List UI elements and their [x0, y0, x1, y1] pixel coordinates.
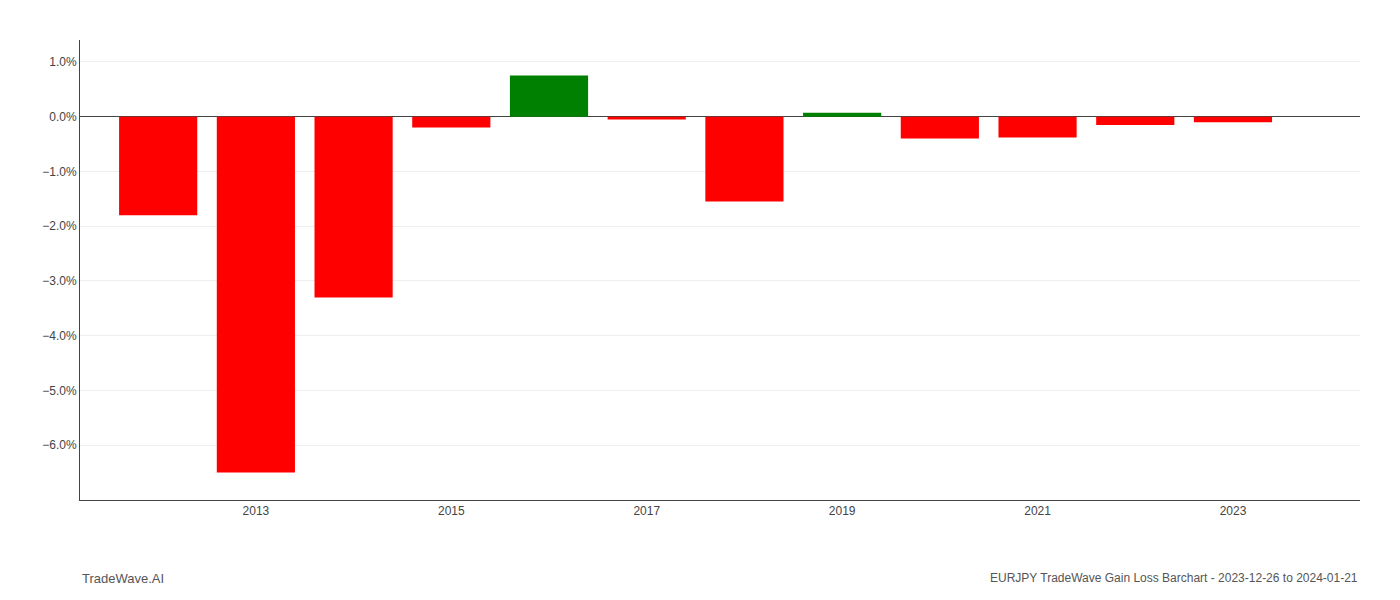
svg-text:2013: 2013: [243, 504, 270, 518]
svg-text:−4.0%: −4.0%: [42, 329, 77, 343]
svg-text:TradeWave.AI: TradeWave.AI: [82, 571, 164, 586]
svg-text:−6.0%: −6.0%: [42, 438, 77, 452]
svg-text:EURJPY TradeWave Gain Loss Bar: EURJPY TradeWave Gain Loss Barchart - 20…: [990, 571, 1358, 585]
svg-text:2023: 2023: [1220, 504, 1247, 518]
svg-text:2021: 2021: [1024, 504, 1051, 518]
svg-text:2019: 2019: [829, 504, 856, 518]
svg-text:−1.0%: −1.0%: [42, 165, 77, 179]
svg-text:−5.0%: −5.0%: [42, 384, 77, 398]
svg-text:0.0%: 0.0%: [49, 110, 77, 124]
svg-text:−3.0%: −3.0%: [42, 274, 77, 288]
svg-text:1.0%: 1.0%: [49, 55, 77, 69]
svg-text:2015: 2015: [438, 504, 465, 518]
svg-text:2017: 2017: [633, 504, 660, 518]
svg-text:−2.0%: −2.0%: [42, 219, 77, 233]
